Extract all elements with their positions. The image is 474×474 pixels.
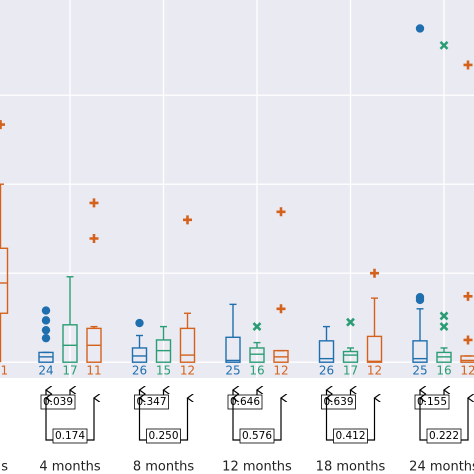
outlier [183, 215, 192, 225]
comparison-label-bg [146, 428, 181, 444]
comparison-label: 0.155 [417, 396, 447, 408]
x-tick-label: 18 months [316, 460, 386, 474]
x-tick-label: s [1, 460, 8, 474]
box [342, 350, 359, 363]
count-label: 12 [460, 364, 474, 378]
count-label: 11 [86, 364, 101, 378]
outlier [463, 60, 473, 70]
comparison-label: 0.039 [43, 396, 73, 408]
outlier [41, 325, 51, 335]
outlier [463, 335, 473, 345]
box [0, 247, 9, 314]
box [366, 335, 383, 363]
comparison-label: 0.412 [335, 430, 365, 442]
x-tick-label: 8 months [133, 460, 195, 474]
comparison-label-bg [426, 428, 462, 444]
comparison-label-bg [52, 428, 88, 444]
outlier [89, 234, 99, 244]
comparison-label-bg [333, 428, 368, 444]
outlier [252, 322, 262, 332]
comparison-label: 0.222 [429, 430, 459, 442]
comparison-label: 0.576 [242, 430, 272, 442]
outlier [41, 333, 51, 343]
comparison-label: 0.347 [136, 396, 166, 408]
outlier [415, 24, 425, 33]
count-label: 25 [412, 364, 427, 378]
box [249, 347, 265, 363]
outlier [439, 322, 449, 332]
outlier [0, 120, 5, 130]
box [179, 327, 196, 363]
box [62, 324, 78, 363]
count-label: 12 [180, 364, 195, 378]
box [318, 340, 335, 363]
x-tick-label: 4 months [39, 460, 101, 474]
outlier [41, 316, 51, 325]
outlier [276, 304, 286, 314]
outlier [463, 291, 473, 301]
count-label: 16 [249, 364, 264, 378]
box [225, 336, 241, 363]
count-label: 16 [436, 364, 451, 378]
outlier [415, 293, 425, 302]
outlier [41, 306, 51, 315]
outlier [89, 198, 99, 208]
comparison-label: 0.639 [323, 396, 353, 408]
outlier [439, 311, 449, 321]
box [460, 355, 474, 363]
count-label: 17 [62, 364, 77, 378]
count-label: 26 [132, 364, 147, 378]
comparison-label: 0.174 [55, 430, 85, 442]
count-label: 25 [225, 364, 240, 378]
outlier [370, 268, 379, 278]
x-tick-label: 12 months [222, 460, 292, 474]
box [412, 340, 428, 363]
box [131, 347, 148, 363]
comparison-label-bg [239, 428, 275, 444]
comparison-label: 0.250 [148, 430, 178, 442]
count-label: 12 [367, 364, 382, 378]
count-label: 12 [273, 364, 288, 378]
outlier [439, 40, 449, 50]
count-label: 26 [319, 364, 334, 378]
outlier [135, 318, 144, 328]
count-label: 17 [343, 364, 358, 378]
outlier [346, 317, 355, 327]
x-tick-label: 24 months [409, 460, 474, 474]
count-label: 24 [38, 364, 53, 378]
outlier [276, 207, 286, 217]
comparison-label: 0.646 [230, 396, 260, 408]
count-label: 15 [156, 364, 171, 378]
plot-background [0, 0, 474, 378]
count-label: 11 [0, 364, 8, 378]
